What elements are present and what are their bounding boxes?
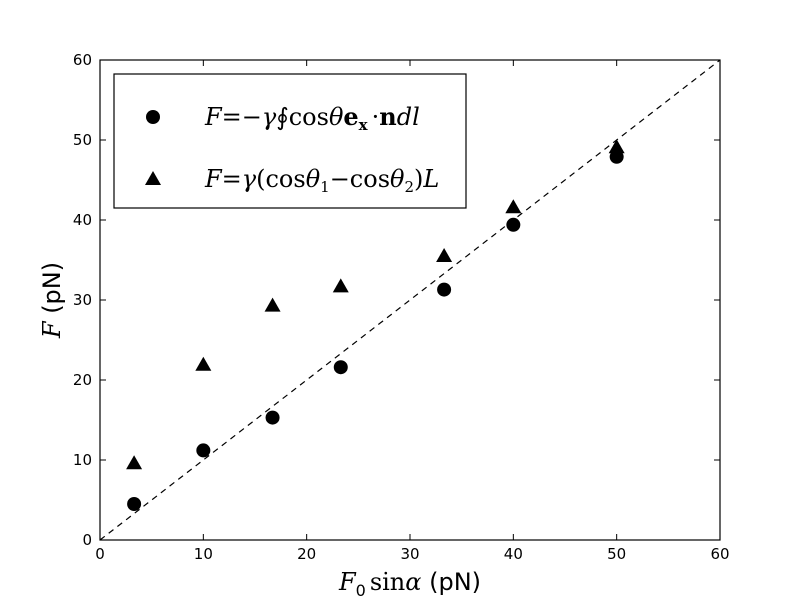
data-point-triangle bbox=[264, 297, 281, 312]
x-tick-label: 10 bbox=[194, 545, 213, 563]
legend-label-series-1: F=−γ∮cosθex ·ndl bbox=[204, 102, 420, 134]
y-tick-label: 40 bbox=[73, 211, 92, 229]
x-tick-label: 50 bbox=[607, 545, 626, 563]
data-point-triangle bbox=[126, 455, 143, 470]
x-tick-label: 0 bbox=[95, 545, 105, 563]
data-point-triangle bbox=[195, 356, 212, 371]
y-tick-label: 60 bbox=[73, 51, 92, 69]
y-tick-label: 30 bbox=[73, 291, 92, 309]
legend: F=−γ∮cosθex ·ndl F=γ(cosθ1−cosθ2)L bbox=[113, 73, 467, 209]
data-point-triangle bbox=[436, 248, 453, 262]
data-point-circle bbox=[437, 282, 452, 297]
data-point-circle bbox=[609, 149, 624, 164]
x-tick-label: 60 bbox=[710, 545, 729, 563]
x-tick-label: 40 bbox=[504, 545, 523, 563]
x-tick-label: 20 bbox=[297, 545, 316, 563]
y-tick-label: 50 bbox=[73, 131, 92, 149]
y-tick-label: 0 bbox=[82, 531, 92, 549]
x-tick-label: 30 bbox=[400, 545, 419, 563]
data-point-circle bbox=[265, 410, 280, 425]
legend-label-series-2: F=γ(cosθ1−cosθ2)L bbox=[204, 165, 439, 196]
data-point-triangle bbox=[332, 278, 349, 293]
legend-marker-triangle bbox=[145, 171, 161, 185]
y-tick-label: 20 bbox=[73, 371, 92, 389]
legend-box bbox=[113, 73, 467, 209]
data-point-triangle bbox=[505, 199, 522, 214]
axis-tick-labels: 0 10 20 30 40 50 60 0 10 20 30 40 50 60 bbox=[73, 51, 730, 563]
data-point-circle bbox=[506, 217, 521, 232]
data-point-circle bbox=[333, 360, 348, 375]
data-point-triangle bbox=[608, 139, 625, 154]
x-axis-title: F0 sinα (pN) bbox=[338, 568, 481, 600]
y-axis-title: F (pN) bbox=[38, 262, 66, 339]
legend-marker-circle bbox=[146, 110, 160, 124]
data-point-circle bbox=[196, 443, 211, 458]
data-points bbox=[126, 139, 625, 511]
y-tick-label: 10 bbox=[73, 451, 92, 469]
axis-ticks bbox=[99, 59, 721, 541]
data-point-circle bbox=[127, 497, 142, 511]
